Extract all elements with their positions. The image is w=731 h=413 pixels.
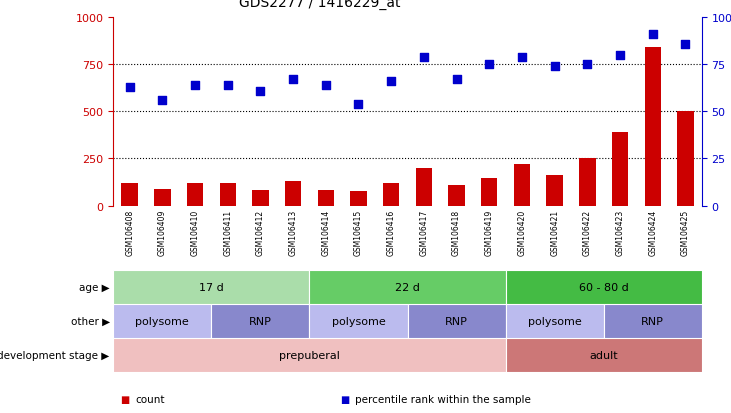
Point xyxy=(614,52,626,59)
Point xyxy=(516,55,528,61)
Bar xyxy=(645,48,661,206)
Point xyxy=(647,32,659,38)
Bar xyxy=(604,304,702,338)
Text: GSM106425: GSM106425 xyxy=(681,209,690,255)
Bar xyxy=(285,182,301,206)
Bar xyxy=(612,133,628,206)
Text: RNP: RNP xyxy=(249,316,272,326)
Text: GSM106408: GSM106408 xyxy=(125,209,135,255)
Bar xyxy=(187,183,203,206)
Text: age ▶: age ▶ xyxy=(79,282,110,292)
Point xyxy=(254,88,266,95)
Point xyxy=(549,64,561,70)
Text: ■: ■ xyxy=(121,394,130,404)
Text: GSM106409: GSM106409 xyxy=(158,209,167,256)
Text: development stage ▶: development stage ▶ xyxy=(0,350,110,360)
Bar xyxy=(309,304,408,338)
Point xyxy=(418,55,430,61)
Bar xyxy=(318,190,334,206)
Text: polysome: polysome xyxy=(332,316,385,326)
Text: GSM106413: GSM106413 xyxy=(289,209,298,255)
Point xyxy=(189,83,201,89)
Text: 22 d: 22 d xyxy=(395,282,420,292)
Bar xyxy=(154,189,170,206)
Bar xyxy=(677,112,694,206)
Bar xyxy=(579,158,596,206)
Text: ■: ■ xyxy=(340,394,349,404)
Text: adult: adult xyxy=(589,350,618,360)
Text: GDS2277 / 1416229_at: GDS2277 / 1416229_at xyxy=(238,0,400,10)
Text: GSM106423: GSM106423 xyxy=(616,209,624,255)
Bar xyxy=(219,183,236,206)
Point xyxy=(680,41,692,48)
Text: GSM106424: GSM106424 xyxy=(648,209,657,255)
Bar xyxy=(506,304,604,338)
Text: RNP: RNP xyxy=(445,316,468,326)
Text: prepuberal: prepuberal xyxy=(279,350,340,360)
Text: polysome: polysome xyxy=(135,316,189,326)
Point xyxy=(320,83,332,89)
Bar xyxy=(481,179,497,206)
Point xyxy=(451,77,463,83)
Bar xyxy=(416,169,432,206)
Text: GSM106421: GSM106421 xyxy=(550,209,559,255)
Point xyxy=(124,84,135,91)
Point xyxy=(352,101,364,108)
Bar xyxy=(448,185,465,206)
Bar xyxy=(113,338,506,372)
Point xyxy=(222,83,234,89)
Text: GSM106412: GSM106412 xyxy=(256,209,265,255)
Text: count: count xyxy=(135,394,164,404)
Text: 17 d: 17 d xyxy=(199,282,224,292)
Text: GSM106420: GSM106420 xyxy=(518,209,526,255)
Text: GSM106419: GSM106419 xyxy=(485,209,493,255)
Text: GSM106411: GSM106411 xyxy=(223,209,232,255)
Text: GSM106417: GSM106417 xyxy=(420,209,428,255)
Bar xyxy=(514,165,530,206)
Bar xyxy=(506,270,702,304)
Bar xyxy=(408,304,506,338)
Bar xyxy=(252,190,268,206)
Bar xyxy=(383,183,399,206)
Text: GSM106414: GSM106414 xyxy=(322,209,330,255)
Bar xyxy=(506,338,702,372)
Point xyxy=(385,79,397,85)
Bar xyxy=(547,175,563,206)
Text: percentile rank within the sample: percentile rank within the sample xyxy=(355,394,531,404)
Text: polysome: polysome xyxy=(528,316,582,326)
Text: GSM106410: GSM106410 xyxy=(191,209,200,255)
Point xyxy=(156,97,168,104)
Point xyxy=(287,77,299,83)
Point xyxy=(483,62,495,69)
Text: GSM106418: GSM106418 xyxy=(452,209,461,255)
Point xyxy=(581,62,593,69)
Bar xyxy=(309,270,506,304)
Bar xyxy=(211,304,309,338)
Text: GSM106422: GSM106422 xyxy=(583,209,592,255)
Text: RNP: RNP xyxy=(641,316,664,326)
Bar xyxy=(350,191,367,206)
Text: GSM106415: GSM106415 xyxy=(354,209,363,255)
Bar xyxy=(121,183,138,206)
Text: other ▶: other ▶ xyxy=(70,316,110,326)
Bar xyxy=(113,304,211,338)
Text: GSM106416: GSM106416 xyxy=(387,209,395,255)
Bar xyxy=(113,270,309,304)
Text: 60 - 80 d: 60 - 80 d xyxy=(579,282,629,292)
